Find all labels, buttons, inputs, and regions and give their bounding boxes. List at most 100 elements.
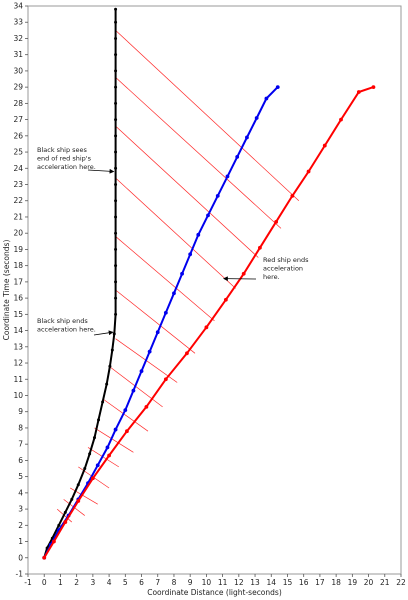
black-ship-worldline <box>43 9 117 559</box>
x-tick-label: 6 <box>139 578 144 587</box>
x-tick-label: 18 <box>331 578 341 587</box>
blue-ship-worldline-point <box>123 408 128 412</box>
y-tick-label: 20 <box>13 229 23 238</box>
red-ship-worldline-point <box>274 219 279 224</box>
red-ship-worldline-point <box>290 193 295 198</box>
black-ship-worldline-point <box>114 166 118 170</box>
y-tick-label: 10 <box>13 391 23 400</box>
y-tick-label: 15 <box>13 310 23 319</box>
y-tick-label: 3 <box>18 505 23 514</box>
red-ship-worldline-point <box>107 453 111 458</box>
x-tick-label: 14 <box>266 578 276 587</box>
red-ship-worldline-point <box>258 245 262 250</box>
black-ship-worldline-point <box>92 436 96 440</box>
black-ship-worldline-point <box>114 53 118 57</box>
y-tick-label: 13 <box>13 342 23 351</box>
x-tick-label: 12 <box>234 578 244 587</box>
red-ship-worldline-point <box>185 351 189 356</box>
black-ship-worldline-point <box>114 20 118 24</box>
red-ship-worldline-point <box>52 539 56 544</box>
black-ship-worldline-point <box>88 452 92 456</box>
black-ship-worldline-point <box>114 231 118 235</box>
red-ship-worldline-point <box>125 429 129 434</box>
x-tick-label: 22 <box>396 578 406 587</box>
signal-line <box>115 77 282 229</box>
black-ship-worldline-point <box>114 118 118 122</box>
black-ship-worldline-point <box>70 497 74 501</box>
black-ship-worldline-point <box>114 85 118 89</box>
blue-ship-worldline-point <box>139 369 144 374</box>
annotation-red-ends-line: Red ship ends <box>263 256 309 264</box>
y-tick-label: 5 <box>18 472 23 481</box>
blue-ship-worldline-point <box>196 232 201 237</box>
y-tick-label: 23 <box>13 180 23 189</box>
red-ship-worldline-point <box>42 555 47 560</box>
black-ship-worldline-point <box>114 280 118 284</box>
x-tick-label: 10 <box>202 578 212 587</box>
x-tick-label: 8 <box>172 578 177 587</box>
black-ship-worldline-point <box>114 199 118 203</box>
red-ship-worldline-point <box>371 85 376 90</box>
black-ship-worldline-point <box>114 296 118 300</box>
y-tick-label: 33 <box>13 18 23 27</box>
black-ship-worldline-point <box>83 467 87 471</box>
y-tick-label: 17 <box>13 277 23 286</box>
red-ship-worldline-point <box>306 169 311 174</box>
blue-ship-worldline-point <box>264 96 269 101</box>
y-tick-label: 11 <box>13 375 23 384</box>
signal-line <box>102 398 149 432</box>
red-ship-worldline-point <box>76 499 81 503</box>
black-ship-worldline-point <box>105 382 109 386</box>
x-tick-label: 15 <box>283 578 293 587</box>
signal-line <box>115 177 236 289</box>
annotation-red-ends-line: here. <box>263 273 280 281</box>
red-ship-worldline-point <box>163 377 168 382</box>
x-tick-label: 19 <box>348 578 358 587</box>
y-tick-label: 22 <box>13 196 23 205</box>
y-tick-label: 4 <box>18 488 23 497</box>
y-tick-label: 21 <box>13 212 23 221</box>
y-tick-label: 2 <box>18 521 23 530</box>
black-ship-worldline-point <box>63 510 67 514</box>
blue-ship-worldline-point <box>180 271 184 276</box>
y-tick-label: 7 <box>18 440 23 449</box>
y-tick-label: 19 <box>13 245 23 254</box>
x-tick-label: 21 <box>380 578 390 587</box>
red-ship-worldline-point <box>356 90 361 94</box>
blue-ship-worldline-point <box>245 135 249 140</box>
red-ship-worldline-point <box>241 271 246 276</box>
red-ship-worldline-point <box>322 143 327 148</box>
y-tick-label: 18 <box>13 261 23 270</box>
blue-ship-worldline-point <box>225 174 230 179</box>
y-tick-label: 8 <box>18 423 23 432</box>
red-ship-worldline-point <box>204 325 209 330</box>
x-axis-title: Coordinate Distance (light-seconds) <box>147 588 282 597</box>
annotation-black-sees-line: Black ship sees <box>37 146 88 154</box>
y-tick-label: 28 <box>13 99 23 108</box>
y-tick-label: 26 <box>13 131 23 140</box>
y-tick-label: -1 <box>16 570 24 579</box>
blue-ship-worldline-point <box>113 427 118 432</box>
x-tick-label: 11 <box>218 578 228 587</box>
blue-ship-worldline-point <box>95 463 100 468</box>
y-tick-label: 32 <box>13 34 23 43</box>
y-tick-label: 0 <box>18 553 23 562</box>
blue-ship-worldline-point <box>235 155 240 159</box>
blue-ship-worldline-point <box>131 388 136 393</box>
y-tick-label: 12 <box>13 359 23 368</box>
signal-line <box>87 447 120 468</box>
x-tick-label: 9 <box>188 578 193 587</box>
blue-ship-worldline-point <box>188 252 193 257</box>
red-ship-worldline-point <box>223 297 228 302</box>
x-tick-label: 4 <box>107 578 112 587</box>
black-ship-worldline-point <box>114 101 118 105</box>
x-tick-label: 16 <box>299 578 309 587</box>
black-ship-worldline-point <box>114 264 118 268</box>
signal-line <box>115 30 300 201</box>
blue-ship-worldline-point <box>215 193 220 198</box>
black-ship-worldline-point <box>114 247 118 251</box>
y-tick-label: 6 <box>18 456 23 465</box>
y-tick-label: 24 <box>13 164 23 173</box>
blue-ship-worldline-point <box>275 85 280 90</box>
